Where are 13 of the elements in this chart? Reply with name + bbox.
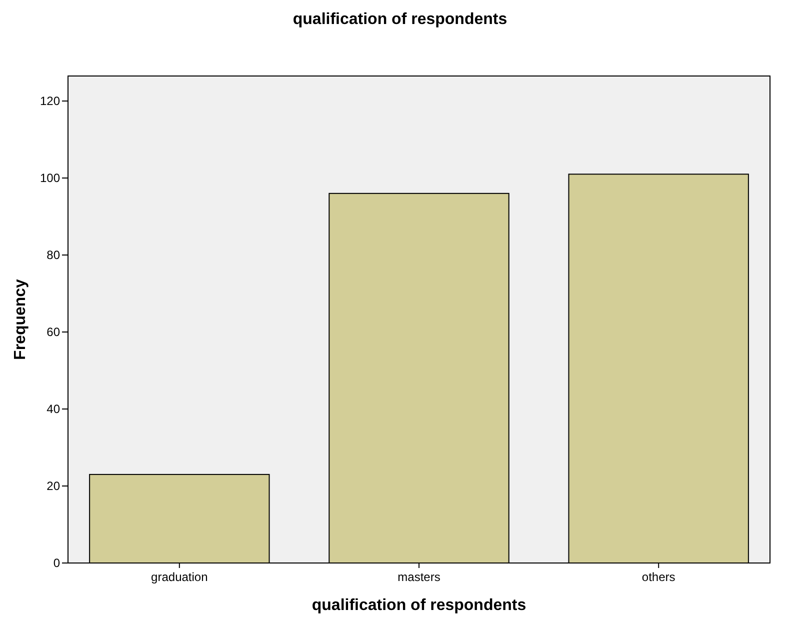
y-tick-label: 60 xyxy=(46,325,60,340)
y-tick-label: 100 xyxy=(40,171,60,186)
y-tick-label: 80 xyxy=(46,248,60,262)
chart-title: qualification of respondents xyxy=(292,11,508,28)
x-tick-label: others xyxy=(642,570,676,584)
x-tick-label: masters xyxy=(398,570,440,584)
y-tick-label: 20 xyxy=(46,479,60,494)
y-tick-label: 120 xyxy=(40,94,60,108)
x-tick-label: graduation xyxy=(151,570,208,584)
x-axis-title: qualification of respondents xyxy=(312,597,526,614)
y-axis-title: Frequency xyxy=(12,278,29,360)
y-tick-label: 0 xyxy=(53,556,60,570)
y-tick-label: 40 xyxy=(46,402,60,416)
